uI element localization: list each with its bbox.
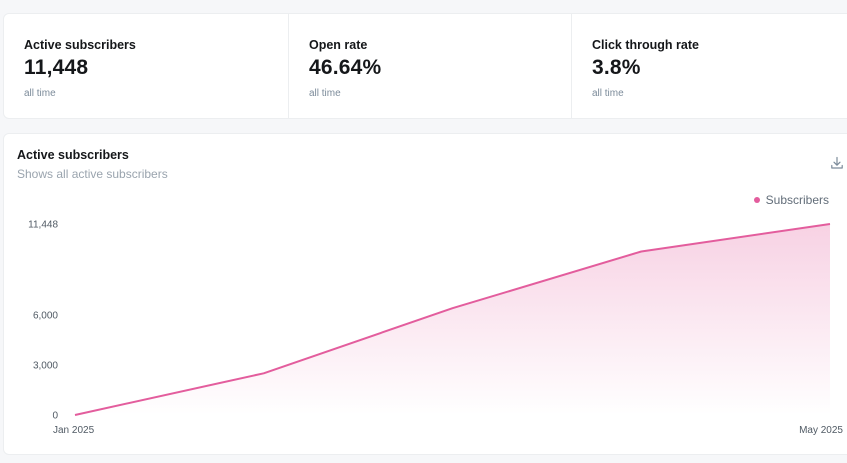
stat-value: 46.64%: [309, 56, 382, 79]
stat-subtext: all time: [24, 88, 56, 99]
data-point[interactable]: [638, 248, 644, 254]
stat-active-subscribers: Active subscribers 11,448 all time: [4, 14, 289, 118]
data-point[interactable]: [450, 305, 456, 311]
stat-subtext: all time: [309, 88, 341, 99]
stat-value: 11,448: [24, 56, 89, 79]
stat-click-through-rate: Click through rate 3.8% all time: [572, 14, 847, 118]
stat-label: Open rate: [309, 38, 368, 52]
y-tick-label: 3,000: [33, 360, 58, 371]
chart-card: 0 3,000 6,000 11,448 Jan 2025 May 2025 Active…: [3, 133, 847, 455]
stat-open-rate: Open rate 46.64% all time: [289, 14, 572, 118]
download-icon[interactable]: [830, 156, 844, 170]
legend-label: Subscribers: [765, 193, 829, 207]
data-point[interactable]: [261, 370, 267, 376]
stats-row: Active subscribers 11,448 all time Open …: [3, 13, 847, 119]
series-area: [75, 224, 830, 415]
legend-dot: [753, 197, 760, 203]
x-tick-label: Jan 2025: [53, 425, 95, 436]
chart-subtitle: Shows all active subscribers: [17, 167, 168, 181]
stat-label: Active subscribers: [24, 38, 136, 52]
stat-subtext: all time: [592, 88, 624, 99]
y-tick-label: 6,000: [33, 310, 58, 321]
stat-value: 3.8%: [592, 56, 641, 79]
y-tick-label: 0: [52, 411, 58, 422]
chart-title: Active subscribers: [17, 148, 129, 162]
y-tick-label: 11,448: [28, 220, 58, 231]
chart-legend: Subscribers: [753, 193, 829, 207]
stat-label: Click through rate: [592, 38, 699, 52]
data-point[interactable]: [72, 412, 78, 418]
x-tick-label: May 2025: [799, 425, 843, 436]
area-chart: 0 3,000 6,000 11,448 Jan 2025 May 2025: [28, 220, 843, 437]
series-line: [74, 223, 831, 416]
data-point[interactable]: [827, 221, 833, 227]
